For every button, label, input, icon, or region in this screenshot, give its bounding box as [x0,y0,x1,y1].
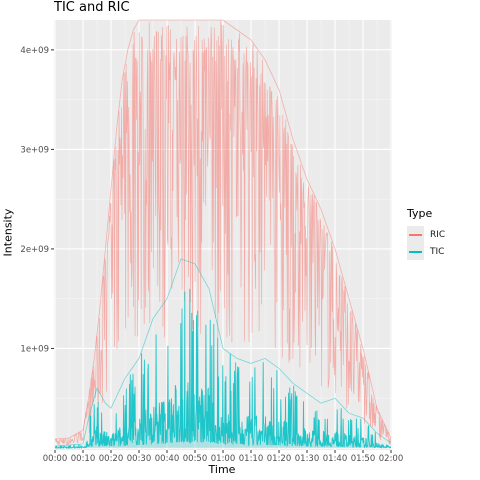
y-tick-label: 3e+09 [20,145,49,155]
series-ric [54,19,392,447]
series-tic [54,258,392,450]
legend: Type RIC TIC [407,207,445,260]
x-tick-label: 00:50 [183,454,208,464]
legend-item-ric: RIC [407,226,445,243]
x-tick-label: 01:20 [267,454,292,464]
x-axis-label: Time [208,463,236,476]
y-tick-label: 2e+09 [20,245,49,255]
x-tick-label: 00:30 [127,454,152,464]
series-ric-trace [54,20,392,447]
x-tick-label: 01:40 [323,454,348,464]
x-tick-label: 01:30 [295,454,320,464]
x-tick-label: 01:00 [211,454,236,464]
x-tick-label: 00:10 [71,454,96,464]
legend-title: Type [407,207,433,220]
legend-label-ric: RIC [430,229,446,240]
legend-item-tic: TIC [407,243,445,260]
axis-layer: 1e+09 2e+09 3e+09 4e+09 00:00 00:10 00:20 00:30… [20,46,403,464]
chart-title: TIC and RIC [54,0,130,15]
legend-key-ric [407,226,424,243]
series-tic-trace [54,288,392,450]
x-tick-label: 00:20 [99,454,124,464]
x-tick-label: 00:40 [155,454,180,464]
x-tick-label: 02:00 [379,454,404,464]
legend-key-tic [407,243,424,260]
x-tick-label: 01:10 [239,454,264,464]
series-tic-line [54,258,392,447]
y-tick-label: 4e+09 [20,46,49,56]
y-axis-label: Intensity [1,208,15,257]
x-tick-label: 00:00 [43,454,68,464]
x-tick-label: 01:50 [351,454,376,464]
legend-label-tic: TIC [430,246,445,257]
y-tick-label: 1e+09 [20,344,49,354]
series-layer [54,19,392,450]
